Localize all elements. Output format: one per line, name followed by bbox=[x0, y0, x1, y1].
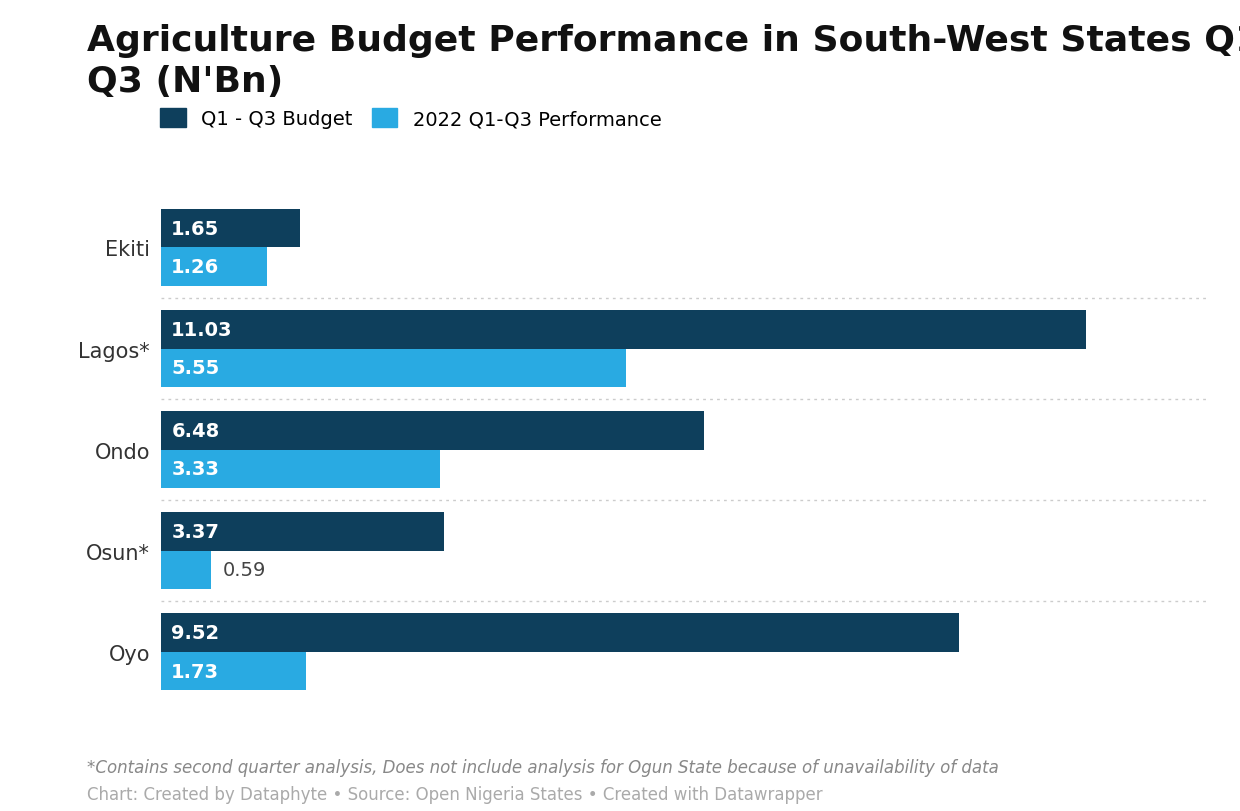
Bar bbox=[161, 652, 306, 690]
Text: *Contains second quarter analysis, Does not include analysis for Ogun State beca: *Contains second quarter analysis, Does … bbox=[87, 758, 998, 776]
Bar bbox=[161, 614, 960, 652]
Text: 6.48: 6.48 bbox=[171, 422, 219, 440]
Bar bbox=[161, 311, 1086, 349]
Text: 3.33: 3.33 bbox=[171, 460, 219, 478]
Text: 1.26: 1.26 bbox=[171, 258, 219, 277]
Bar bbox=[161, 349, 626, 388]
Bar bbox=[161, 450, 440, 488]
Bar bbox=[161, 248, 267, 286]
Bar bbox=[161, 551, 211, 590]
Text: 5.55: 5.55 bbox=[171, 358, 219, 378]
Text: 1.65: 1.65 bbox=[171, 220, 219, 238]
Text: 3.37: 3.37 bbox=[171, 522, 219, 542]
Text: 11.03: 11.03 bbox=[171, 320, 233, 340]
Text: 0.59: 0.59 bbox=[223, 560, 267, 580]
Bar bbox=[161, 210, 300, 248]
Bar bbox=[161, 412, 704, 450]
Text: 9.52: 9.52 bbox=[171, 624, 219, 642]
Text: Chart: Created by Dataphyte • Source: Open Nigeria States • Created with Datawra: Chart: Created by Dataphyte • Source: Op… bbox=[87, 785, 822, 803]
Text: 1.73: 1.73 bbox=[171, 662, 219, 680]
Bar bbox=[161, 513, 444, 551]
Text: Agriculture Budget Performance in South-West States Q1-
Q3 (N'Bn): Agriculture Budget Performance in South-… bbox=[87, 24, 1240, 99]
Legend: Q1 - Q3 Budget, 2022 Q1-Q3 Performance: Q1 - Q3 Budget, 2022 Q1-Q3 Performance bbox=[160, 109, 662, 129]
